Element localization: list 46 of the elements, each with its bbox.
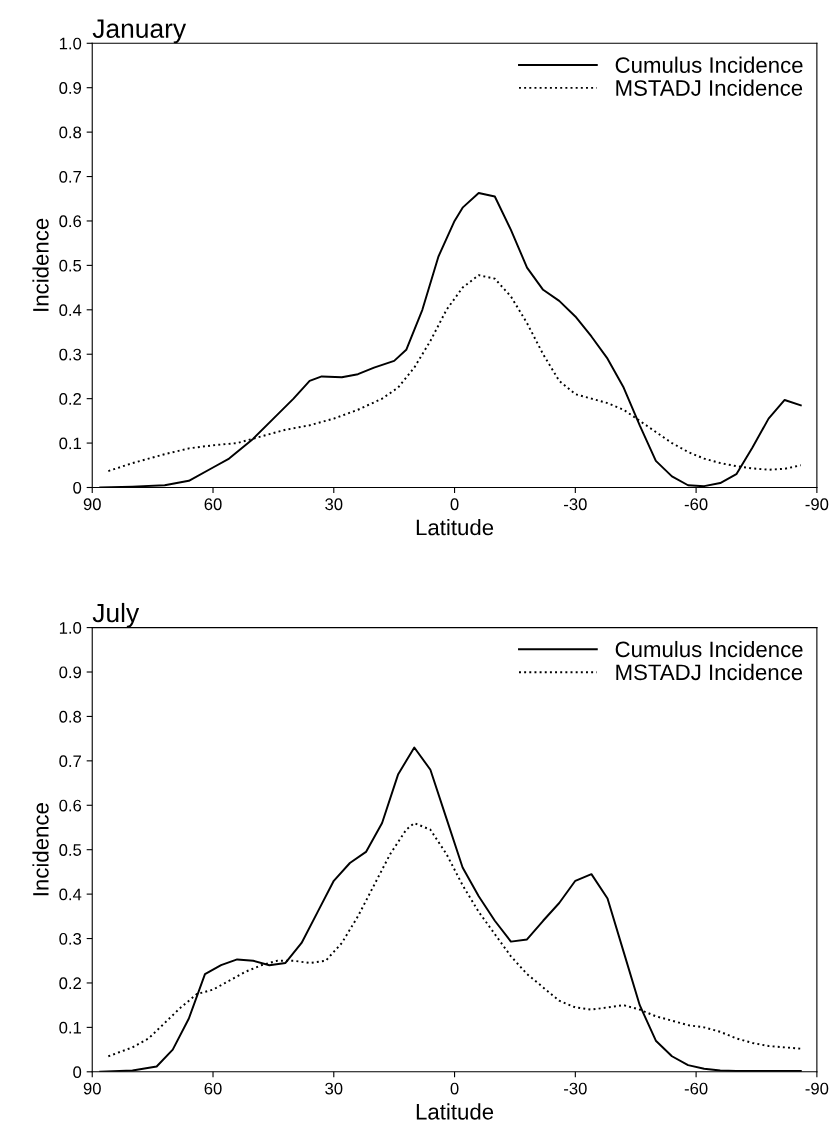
legend-label: Cumulus Incidence: [615, 56, 803, 73]
y-axis-title: Incidence: [32, 803, 49, 896]
y-axis-title: Incidence: [32, 218, 49, 311]
y-tick-label: 0.4: [59, 888, 82, 901]
y-tick-label: 1.0: [59, 621, 82, 634]
y-tick-label: 0.5: [59, 844, 82, 856]
chart-title: January: [92, 19, 187, 44]
y-tick-label: 0.3: [59, 348, 82, 361]
x-tick-label: -90: [805, 498, 829, 511]
x-tick-label: -30: [564, 498, 587, 511]
y-tick-label: 0: [73, 481, 82, 494]
y-tick-label: 0: [73, 1066, 82, 1078]
x-axis-title: Latitude: [416, 1103, 494, 1120]
y-tick-label: 1.0: [59, 37, 82, 50]
x-tick-label: 60: [204, 498, 222, 511]
x-tick-label: -30: [564, 1082, 587, 1095]
y-tick-label: 0.6: [59, 799, 82, 812]
x-tick-label: 60: [204, 1082, 222, 1095]
x-tick-label: 90: [83, 498, 101, 511]
y-tick-label: 0.8: [59, 126, 82, 139]
y-tick-label: 0.2: [59, 393, 81, 405]
legend-label: MSTADJ Incidence: [616, 79, 803, 96]
y-tick-label: 0.4: [59, 304, 82, 317]
x-tick-label: 30: [325, 1082, 343, 1095]
legend-label: Cumulus Incidence: [615, 640, 803, 658]
x-tick-label: 0: [450, 498, 459, 511]
x-tick-label: 30: [325, 498, 343, 511]
x-tick-label: -60: [684, 498, 708, 511]
y-tick-label: 0.8: [59, 710, 82, 723]
y-tick-label: 0.7: [59, 755, 81, 768]
x-tick-label: -90: [805, 1082, 829, 1095]
y-tick-label: 0.5: [59, 259, 82, 272]
y-tick-label: 0.7: [59, 170, 81, 183]
x-tick-label: 0: [450, 1082, 459, 1095]
x-tick-label: -60: [684, 1082, 708, 1095]
y-tick-label: 0.9: [59, 82, 82, 94]
x-tick-label: 90: [83, 1082, 101, 1095]
y-tick-label: 0.1: [59, 1021, 82, 1034]
x-axis-title: Latitude: [416, 519, 494, 536]
legend-label: MSTADJ Incidence: [616, 663, 803, 681]
y-tick-label: 0.6: [59, 215, 82, 228]
y-tick-label: 0.3: [59, 932, 82, 945]
y-tick-label: 0.2: [59, 977, 81, 990]
chart-title: July: [92, 602, 140, 628]
y-tick-label: 0.9: [59, 666, 82, 679]
y-tick-label: 0.1: [59, 437, 82, 450]
